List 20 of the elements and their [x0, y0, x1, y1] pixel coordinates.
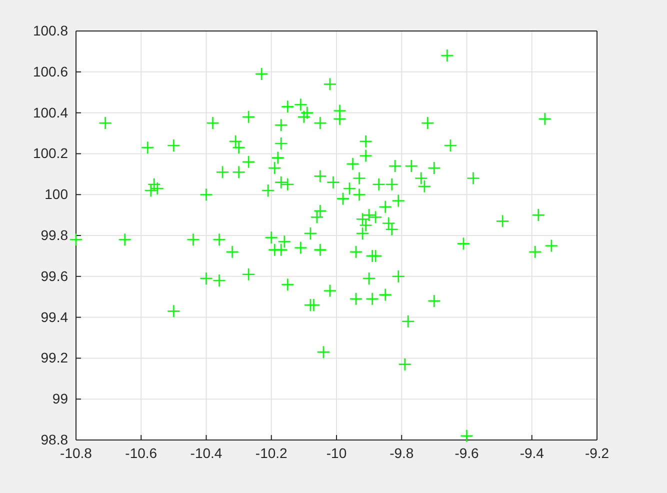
x-tick-label: -10 — [326, 444, 347, 461]
x-tick-label: -9.4 — [520, 444, 544, 461]
y-tick-label: 100.2 — [32, 145, 68, 162]
x-tick-label: -9.6 — [454, 444, 480, 461]
x-tick-label: -10.6 — [125, 444, 158, 461]
y-tick-label: 100 — [44, 186, 68, 202]
y-tick-label: 99.6 — [40, 268, 68, 284]
x-tick-label: -10.8 — [60, 444, 92, 461]
y-tick-label: 100.8 — [32, 22, 68, 38]
y-tick-label: 99.2 — [40, 350, 68, 366]
y-tick-label: 99 — [52, 390, 68, 407]
y-tick-label: 100.4 — [32, 104, 68, 120]
x-tick-label: -10.2 — [255, 444, 288, 461]
y-tick-label: 99.4 — [40, 308, 68, 325]
x-tick-label: -10.4 — [190, 444, 222, 461]
y-tick-label: 98.8 — [40, 431, 68, 448]
y-tick-label: 99.8 — [40, 226, 68, 243]
y-tick-label: 100.6 — [32, 63, 68, 80]
x-tick-label: -9.2 — [584, 444, 610, 461]
x-tick-label: -9.8 — [390, 444, 414, 461]
